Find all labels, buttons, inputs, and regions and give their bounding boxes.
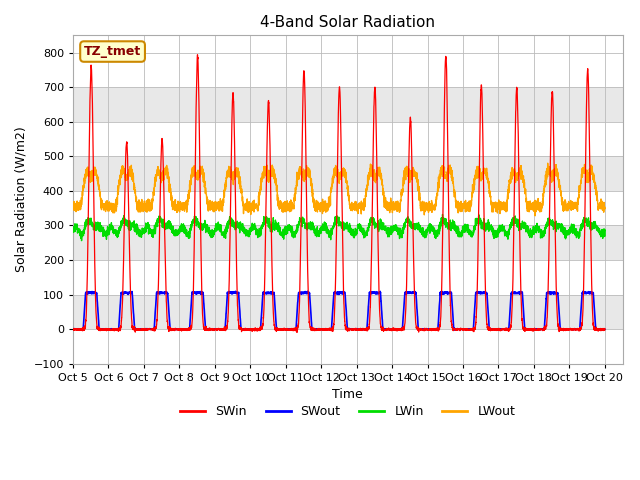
Text: TZ_tmet: TZ_tmet xyxy=(84,45,141,58)
Legend: SWin, SWout, LWin, LWout: SWin, SWout, LWin, LWout xyxy=(175,400,520,423)
Bar xyxy=(73,53,623,87)
Bar xyxy=(73,329,623,364)
X-axis label: Time: Time xyxy=(332,388,363,401)
Y-axis label: Solar Radiation (W/m2): Solar Radiation (W/m2) xyxy=(15,127,28,273)
Bar xyxy=(73,191,623,226)
Title: 4-Band Solar Radiation: 4-Band Solar Radiation xyxy=(260,15,435,30)
Bar xyxy=(73,87,623,122)
Bar xyxy=(73,226,623,260)
Bar xyxy=(73,156,623,191)
Bar xyxy=(73,295,623,329)
Bar xyxy=(73,122,623,156)
Bar xyxy=(73,260,623,295)
